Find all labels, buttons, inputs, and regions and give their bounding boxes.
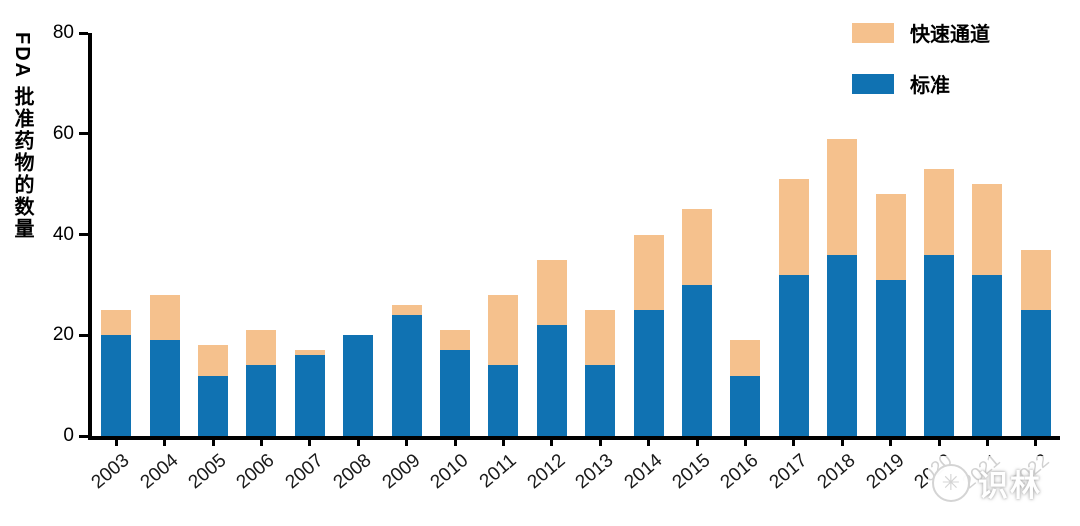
legend-item-fast-track: 快速通道 bbox=[852, 18, 990, 47]
bar-segment-standard bbox=[875, 279, 906, 436]
x-axis-label: 2010 bbox=[426, 450, 473, 494]
bar-segment-fast-track bbox=[730, 340, 761, 376]
x-axis-label: 2013 bbox=[571, 450, 618, 494]
watermark: ✳ 识林 bbox=[928, 456, 1080, 510]
legend-label-fast-track: 快速通道 bbox=[910, 24, 990, 46]
bar-segment-standard bbox=[633, 310, 664, 436]
legend-label-standard: 标准 bbox=[910, 75, 950, 97]
x-axis-tick bbox=[453, 440, 457, 446]
x-axis-label: 2017 bbox=[765, 450, 812, 494]
x-axis-tick bbox=[356, 440, 360, 446]
bar-segment-standard bbox=[1020, 310, 1051, 436]
bar-segment-fast-track bbox=[488, 294, 519, 366]
bar-segment-fast-track bbox=[972, 184, 1003, 275]
bar-segment-fast-track bbox=[246, 330, 277, 366]
bar-segment-standard bbox=[827, 254, 858, 436]
y-axis-title: FDA 批准药物的数量 bbox=[11, 32, 33, 240]
x-axis-label: 2019 bbox=[862, 450, 909, 494]
bar-segment-fast-track bbox=[875, 194, 906, 280]
bar-segment-fast-track bbox=[827, 138, 858, 255]
x-axis-tick bbox=[598, 440, 602, 446]
y-axis-tick-label: 60 bbox=[52, 122, 74, 144]
bar-segment-standard bbox=[149, 340, 180, 436]
x-axis-tick bbox=[695, 440, 699, 446]
bar-segment-fast-track bbox=[149, 294, 180, 341]
x-axis-tick bbox=[1034, 440, 1038, 446]
y-axis-tick bbox=[79, 333, 88, 337]
x-axis-label: 2012 bbox=[523, 450, 570, 494]
bar-segment-fast-track bbox=[101, 310, 132, 336]
plot-area bbox=[88, 33, 1060, 440]
x-axis-label: 2014 bbox=[620, 450, 667, 494]
y-axis-tick-label: 20 bbox=[52, 324, 74, 346]
bar-segment-standard bbox=[101, 335, 132, 436]
bar-segment-fast-track bbox=[585, 310, 616, 366]
watermark-text: 识林 bbox=[978, 470, 1042, 503]
shilin-logo-icon: ✳ bbox=[932, 464, 970, 502]
y-axis-tick-label: 40 bbox=[52, 223, 74, 245]
bar-segment-standard bbox=[198, 375, 228, 436]
bar-segment-fast-track bbox=[633, 234, 664, 311]
x-axis-tick bbox=[937, 440, 941, 446]
x-axis-tick bbox=[405, 440, 409, 446]
x-axis-label: 2006 bbox=[233, 450, 279, 494]
x-axis-tick bbox=[985, 440, 989, 446]
legend-swatch-standard bbox=[852, 73, 894, 94]
legend-swatch-fast-track bbox=[852, 22, 894, 43]
bar-segment-standard bbox=[246, 365, 277, 436]
x-axis-tick bbox=[792, 440, 796, 446]
x-axis-label: 2015 bbox=[668, 450, 715, 494]
bar-segment-standard bbox=[488, 365, 519, 436]
x-axis-tick bbox=[501, 440, 505, 446]
bar-segment-fast-track bbox=[294, 350, 325, 356]
x-axis-label: 2008 bbox=[329, 450, 376, 494]
bar-segment-fast-track bbox=[924, 169, 954, 255]
x-axis-tick bbox=[163, 440, 167, 446]
bar-segment-standard bbox=[924, 254, 954, 436]
x-axis-tick bbox=[114, 440, 118, 446]
x-axis-label: 2004 bbox=[136, 450, 183, 494]
x-axis-tick bbox=[647, 440, 651, 446]
x-axis-tick bbox=[840, 440, 844, 446]
x-axis-tick bbox=[743, 440, 747, 446]
y-axis-tick bbox=[79, 434, 88, 438]
x-axis-label: 2011 bbox=[476, 450, 521, 493]
x-axis-label: 2003 bbox=[87, 450, 134, 494]
bar-segment-fast-track bbox=[198, 345, 228, 376]
bar-segment-standard bbox=[440, 350, 470, 436]
x-axis-label: 2016 bbox=[717, 450, 763, 494]
x-axis-label: 2005 bbox=[184, 450, 231, 494]
y-axis-tick bbox=[79, 132, 88, 136]
x-axis-tick bbox=[550, 440, 554, 446]
bar-segment-fast-track bbox=[440, 330, 470, 351]
bar-segment-standard bbox=[730, 375, 761, 436]
bar-segment-standard bbox=[682, 284, 712, 436]
x-axis-tick bbox=[889, 440, 893, 446]
y-axis-tick bbox=[79, 233, 88, 236]
bar-segment-fast-track bbox=[1020, 249, 1051, 311]
x-axis-tick bbox=[259, 440, 263, 446]
bar-segment-standard bbox=[972, 274, 1003, 436]
legend-item-standard: 标准 bbox=[852, 69, 990, 98]
bar-segment-fast-track bbox=[778, 179, 809, 275]
x-axis-label: 2009 bbox=[378, 450, 425, 494]
bar-segment-standard bbox=[294, 355, 325, 436]
bar-segment-standard bbox=[343, 335, 374, 436]
bar-segment-fast-track bbox=[536, 259, 567, 326]
x-axis-tick bbox=[308, 440, 312, 446]
bar-segment-fast-track bbox=[391, 305, 422, 316]
x-axis-tick bbox=[211, 440, 215, 446]
y-axis-tick-label: 0 bbox=[63, 425, 74, 446]
bar-segment-standard bbox=[391, 315, 422, 436]
legend: 快速通道 标准 bbox=[852, 18, 990, 98]
bar-segment-fast-track bbox=[682, 209, 712, 285]
x-axis-label: 2018 bbox=[813, 450, 860, 494]
y-axis-tick bbox=[79, 31, 88, 35]
bar-segment-standard bbox=[536, 325, 567, 436]
bar-segment-standard bbox=[778, 274, 809, 436]
y-axis-tick-label: 80 bbox=[52, 22, 74, 43]
x-axis-label: 2007 bbox=[281, 450, 328, 494]
bar-segment-standard bbox=[585, 365, 616, 436]
